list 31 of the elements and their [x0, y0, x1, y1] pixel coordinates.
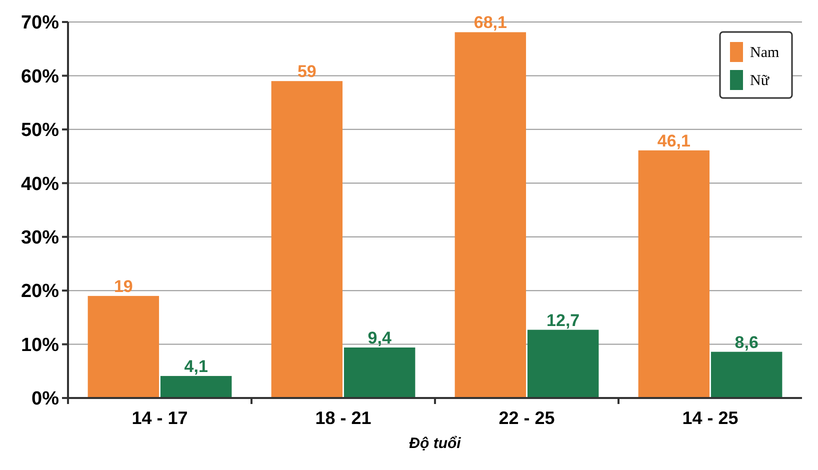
x-tick-label: 14 - 25	[682, 408, 738, 428]
y-tick-label: 70%	[20, 12, 60, 34]
bar	[271, 81, 343, 398]
y-tick-label: 60%	[20, 66, 60, 88]
y-tick-label: 10%	[20, 334, 60, 356]
data-label: 68,1	[474, 13, 507, 32]
x-tick-label: 18 - 21	[315, 408, 372, 428]
bar	[88, 296, 160, 398]
y-tick-label: 40%	[20, 174, 60, 195]
x-tick-label: 14 - 17	[132, 408, 188, 428]
data-label: 8,6	[734, 332, 758, 352]
data-label: 4,1	[184, 356, 208, 376]
bar	[710, 352, 782, 398]
legend-label: Nam	[750, 45, 780, 61]
y-tick-label: 30%	[20, 228, 60, 249]
data-label: 19	[114, 276, 133, 296]
y-tick-label: 20%	[20, 281, 60, 302]
data-label: 59	[297, 62, 316, 82]
bar	[160, 376, 232, 398]
data-label: 9,4	[368, 328, 392, 348]
bar	[638, 150, 710, 398]
bar	[454, 32, 526, 398]
data-label: 12,7	[546, 310, 580, 330]
data-label: 46,1	[657, 131, 690, 150]
y-tick-label: 0%	[32, 388, 60, 410]
y-tick-label: 50%	[20, 120, 60, 142]
x-axis-title: Độ tuổi	[409, 435, 462, 452]
bar	[527, 330, 599, 398]
x-tick-label: 22 - 25	[498, 408, 555, 428]
bar	[344, 348, 416, 398]
legend-label: Nữ	[750, 73, 770, 89]
